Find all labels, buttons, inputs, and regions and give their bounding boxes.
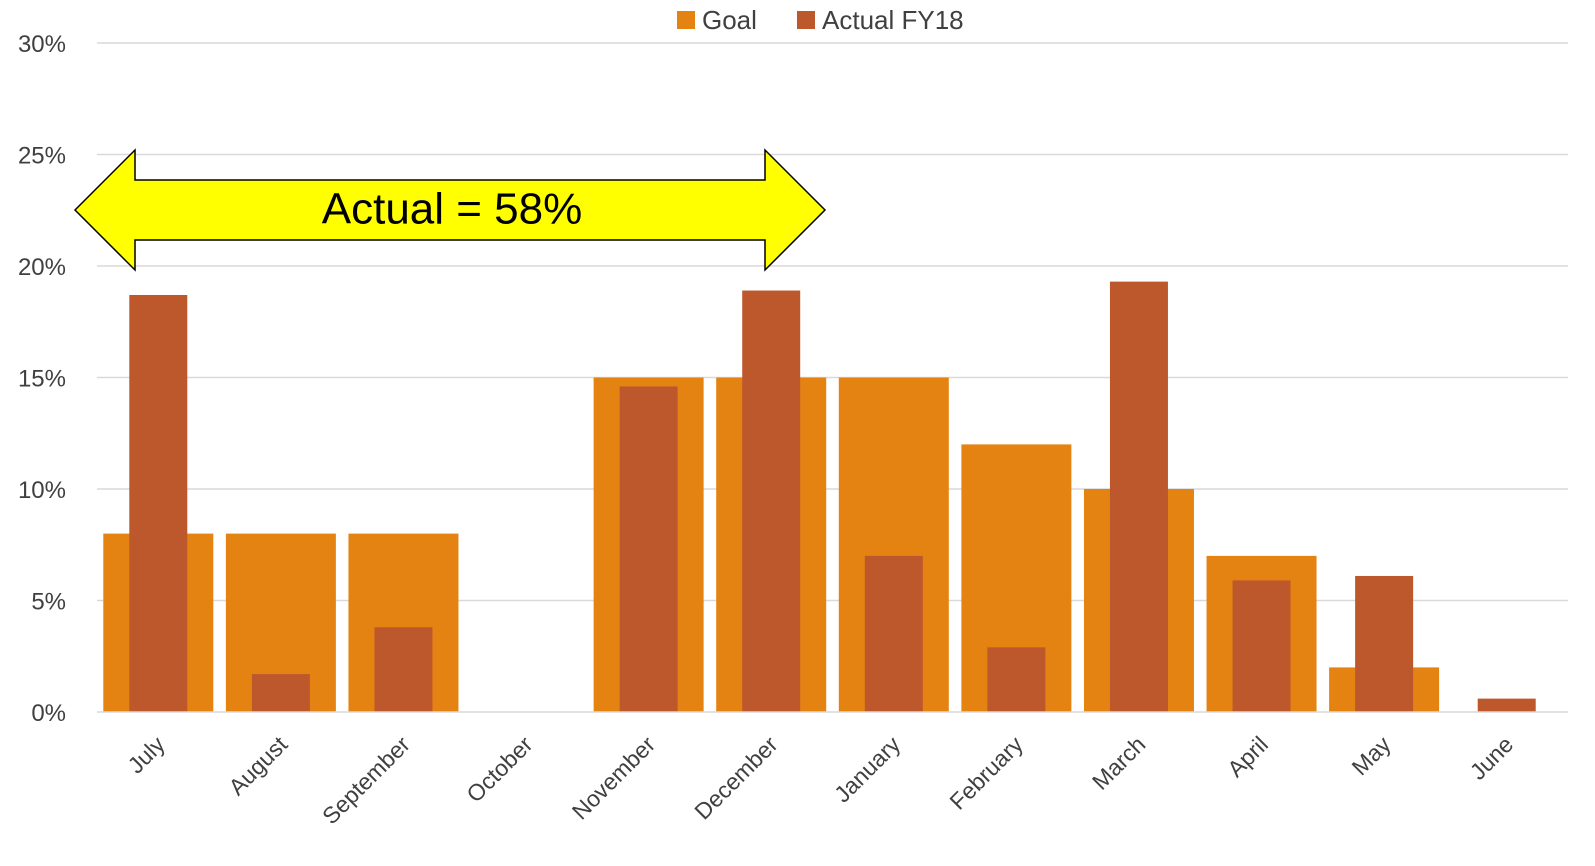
actual-bar (374, 627, 433, 712)
y-tick-label: 10% (18, 477, 66, 504)
actual-bar (742, 290, 801, 712)
actual-bar (987, 647, 1046, 712)
y-tick-label: 5% (31, 589, 66, 616)
y-tick-label: 25% (18, 143, 66, 170)
legend-label: Actual FY18 (822, 5, 964, 35)
legend-label: Goal (702, 5, 757, 35)
actual-bar (1109, 281, 1168, 712)
x-tick-label: August (223, 731, 292, 800)
x-tick-label: June (1465, 731, 1519, 785)
legend-item: Actual FY18 (797, 5, 964, 35)
actual-bar (619, 386, 678, 712)
x-tick-label: April (1222, 731, 1273, 782)
x-tick-label: July (123, 731, 171, 779)
x-tick-label: May (1347, 731, 1396, 780)
legend-swatch (677, 11, 695, 29)
x-axis: July August September October November Decemb… (123, 731, 1519, 829)
actual-bar (864, 555, 923, 712)
y-tick-label: 15% (18, 366, 66, 393)
y-tick-label: 30% (18, 31, 66, 58)
annotation-arrow: Actual = 58% (73, 148, 827, 272)
y-tick-label: 20% (18, 254, 66, 281)
x-tick-label: January (829, 731, 906, 808)
x-tick-label: February (944, 731, 1028, 815)
y-axis: 0% 5% 10% 15% 20% 25% 30% (18, 31, 66, 727)
gridlines (97, 42, 1568, 602)
x-tick-label: March (1087, 731, 1151, 795)
actual-bar (1355, 575, 1414, 712)
x-tick-label: December (689, 731, 783, 825)
legend-swatch (797, 11, 815, 29)
y-tick-label: 0% (31, 700, 66, 727)
actual-bar (129, 294, 188, 712)
actual-bar (251, 674, 310, 712)
legend-item: Goal (677, 5, 757, 35)
legend: Goal Actual FY18 (677, 5, 964, 35)
x-tick-label: November (567, 731, 661, 825)
x-tick-label: September (317, 731, 415, 829)
actual-bar (1477, 698, 1536, 712)
bars (103, 281, 1536, 712)
double-arrow-shape (73, 148, 827, 272)
annotation-label: Actual = 58% (322, 185, 583, 234)
x-tick-label: October (461, 731, 537, 807)
actual-bar (1232, 580, 1291, 712)
